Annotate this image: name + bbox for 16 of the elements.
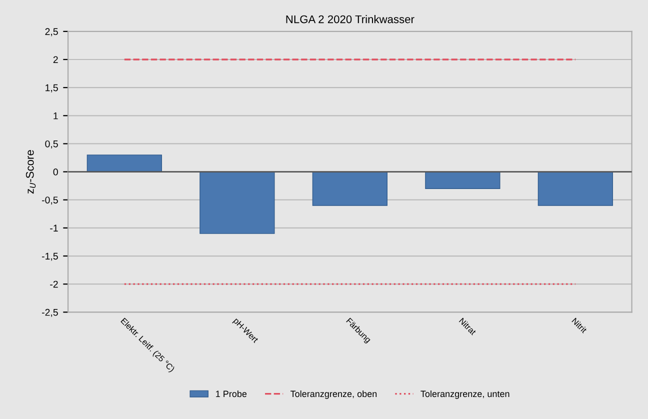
y-tick-label: -2 (50, 280, 58, 288)
legend-label: 1 Probe (216, 390, 247, 398)
y-tick-label: 1,5 (46, 84, 58, 92)
y-axis-title: z$_{U}$-Score (26, 150, 36, 194)
y-tick-label: -1,5 (42, 252, 58, 261)
y-tick-label: 2,5 (45, 28, 58, 36)
y-tick-label: -1 (50, 224, 58, 232)
legend-label: Toleranzgrenze, unten (420, 390, 510, 399)
legend-label: Toleranzgrenze, oben (290, 390, 377, 399)
y-tick-label: 0,5 (45, 140, 58, 148)
y-tick-label: -0,5 (42, 196, 58, 205)
y-tick-label: -2,5 (42, 308, 58, 317)
chart-title: NLGA 2 2020 Trinkwasser (286, 15, 414, 24)
y-tick-label: 1 (54, 112, 58, 120)
y-tick-label: 0 (53, 168, 58, 176)
y-tick-label: 2 (53, 56, 58, 64)
